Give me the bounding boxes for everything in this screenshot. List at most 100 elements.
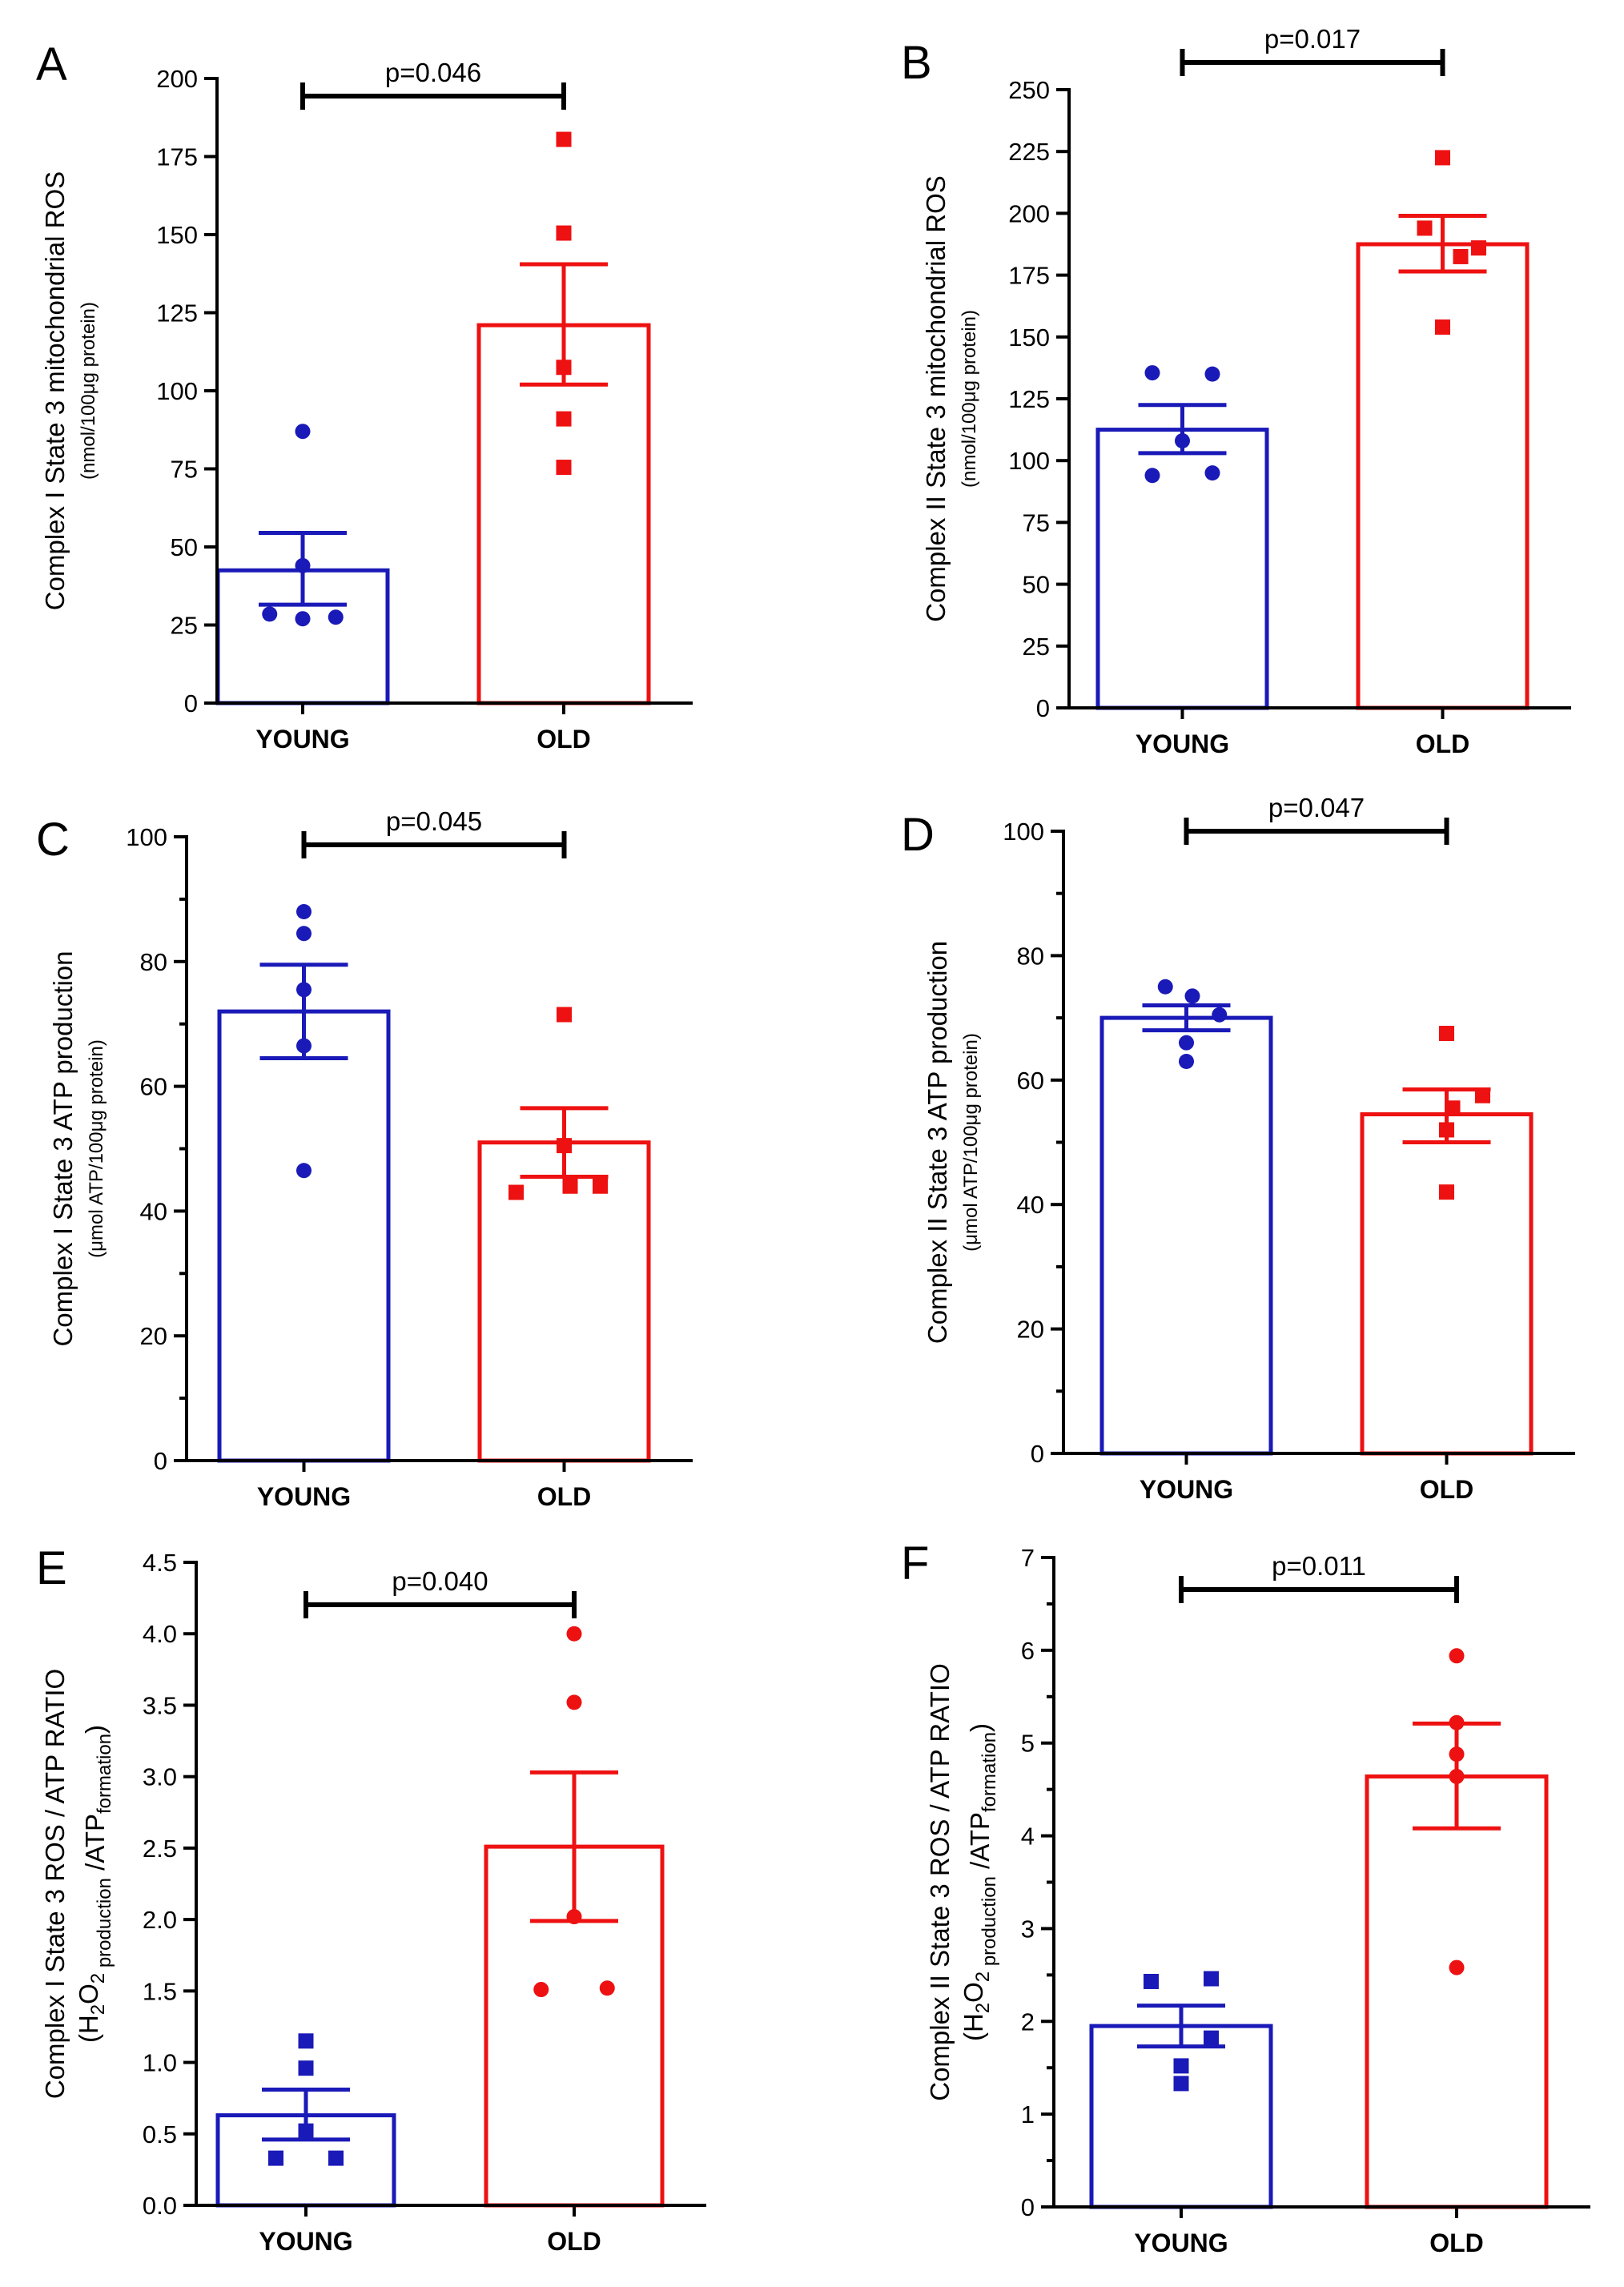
category-label: YOUNG bbox=[255, 725, 349, 754]
category-label: YOUNG bbox=[1140, 1475, 1233, 1504]
y-axis-units: (H2O2 production /ATPformation) bbox=[959, 1723, 1000, 2041]
y-tick-label: 250 bbox=[1008, 76, 1050, 104]
data-point bbox=[593, 1178, 608, 1194]
y-tick-label: 4.5 bbox=[143, 1549, 177, 1577]
y-tick-label: 0 bbox=[1036, 694, 1050, 722]
data-point bbox=[1417, 220, 1433, 236]
y-tick-label: 5 bbox=[1021, 1730, 1035, 1758]
y-tick-label: 100 bbox=[1003, 818, 1044, 846]
p-value-label: p=0.011 bbox=[1272, 1551, 1366, 1581]
y-tick-label: 200 bbox=[1008, 199, 1050, 227]
y-axis-units: (nmol/100μg protein) bbox=[78, 302, 99, 480]
data-point bbox=[1435, 150, 1450, 166]
y-tick-label: 75 bbox=[171, 456, 198, 484]
y-tick-label: 80 bbox=[1017, 942, 1044, 970]
y-tick-label: 200 bbox=[156, 65, 198, 93]
significance-bracket bbox=[1179, 1576, 1459, 1603]
significance-bracket bbox=[300, 82, 566, 110]
data-point bbox=[556, 460, 572, 476]
data-point bbox=[295, 424, 311, 440]
data-point bbox=[1157, 979, 1173, 995]
error-bar-young bbox=[1142, 1003, 1231, 1033]
y-tick-label: 3.5 bbox=[143, 1691, 177, 1719]
y-tick-label: 150 bbox=[1008, 324, 1050, 352]
data-point bbox=[298, 2060, 314, 2076]
y-tick-label: 0.5 bbox=[143, 2120, 177, 2148]
y-tick-label: 100 bbox=[1008, 447, 1050, 475]
data-point bbox=[556, 360, 572, 376]
y-tick-label: 1.0 bbox=[143, 2049, 177, 2077]
panel-d: D YOUNG OLD 0 20 40 60 80 100 Complex II State 3 … bbox=[901, 793, 1575, 1504]
data-point bbox=[268, 2150, 283, 2166]
data-point bbox=[1179, 1053, 1194, 1069]
data-point bbox=[1475, 1087, 1490, 1103]
bar-old bbox=[1360, 1112, 1534, 1456]
panel-letter: C bbox=[36, 814, 70, 866]
data-point bbox=[1204, 2030, 1219, 2046]
data-point bbox=[509, 1184, 524, 1200]
y-tick-label: 20 bbox=[140, 1322, 167, 1350]
y-tick-label: 80 bbox=[140, 948, 167, 976]
panel-letter: D bbox=[901, 809, 935, 861]
category-label: OLD bbox=[1416, 730, 1470, 758]
data-point bbox=[556, 225, 572, 241]
data-point bbox=[1175, 432, 1190, 448]
y-tick-label: 0.0 bbox=[143, 2192, 177, 2220]
significance-bracket bbox=[1180, 49, 1445, 76]
p-value-label: p=0.017 bbox=[1264, 24, 1361, 54]
data-point bbox=[557, 1007, 572, 1023]
data-point bbox=[295, 611, 311, 627]
data-point bbox=[298, 2033, 314, 2049]
data-point bbox=[1184, 988, 1200, 1004]
y-tick-label: 7 bbox=[1021, 1544, 1035, 1572]
panel-letter: B bbox=[901, 37, 932, 89]
y-axis-title: Complex II State 3 mitochondrial ROS bbox=[921, 175, 951, 622]
data-point bbox=[1144, 1973, 1159, 1989]
data-point bbox=[1439, 1122, 1454, 1138]
data-point bbox=[566, 1694, 582, 1710]
y-tick-label: 6 bbox=[1021, 1637, 1035, 1665]
y-tick-label: 2.5 bbox=[143, 1835, 177, 1863]
bar-young bbox=[1089, 2024, 1273, 2209]
data-point bbox=[1453, 248, 1469, 264]
data-point bbox=[566, 1909, 582, 1925]
y-tick-label: 175 bbox=[156, 143, 198, 171]
bar-old bbox=[1356, 242, 1530, 710]
panel-letter: E bbox=[36, 1542, 67, 1594]
data-point bbox=[599, 1980, 615, 1996]
data-point bbox=[1449, 1714, 1465, 1730]
p-value-label: p=0.040 bbox=[392, 1566, 488, 1596]
y-axis-units: (μmol ATP/100μg protein) bbox=[960, 1033, 982, 1252]
data-point bbox=[1449, 1648, 1465, 1664]
error-bar-old bbox=[1398, 213, 1487, 274]
p-value-label: p=0.047 bbox=[1268, 793, 1365, 822]
data-point bbox=[296, 926, 312, 942]
data-point bbox=[1439, 1184, 1454, 1200]
data-point bbox=[1449, 1959, 1465, 1976]
panel-e: E YOUNG OLD 0.0 0.5 1.0 1.5 2.0 2.5 3.0 3.5 4.0 4.5 C… bbox=[36, 1542, 706, 2256]
y-axis-units: (H2O2 production /ATPformation) bbox=[74, 1725, 115, 2043]
y-tick-label: 2.0 bbox=[143, 1906, 177, 1934]
y-tick-label: 175 bbox=[1008, 262, 1050, 290]
category-label: OLD bbox=[537, 1482, 592, 1511]
significance-bracket bbox=[1184, 818, 1449, 845]
bar-young bbox=[1099, 1015, 1273, 1456]
y-tick-label: 40 bbox=[1017, 1191, 1044, 1219]
significance-bracket bbox=[301, 831, 567, 858]
category-label: OLD bbox=[1429, 2229, 1484, 2257]
p-value-label: p=0.045 bbox=[386, 806, 482, 836]
y-tick-label: 1 bbox=[1021, 2100, 1035, 2128]
data-point bbox=[533, 1982, 549, 1998]
data-point bbox=[1179, 1035, 1194, 1051]
data-point bbox=[557, 1138, 572, 1154]
data-point bbox=[1439, 1026, 1454, 1042]
data-point bbox=[1212, 1007, 1228, 1023]
data-point bbox=[1204, 1971, 1219, 1987]
y-tick-label: 1.5 bbox=[143, 1977, 177, 2005]
y-tick-label: 0 bbox=[184, 689, 198, 717]
category-label: YOUNG bbox=[1136, 730, 1229, 758]
data-point bbox=[296, 1163, 312, 1179]
y-tick-label: 3 bbox=[1021, 1915, 1035, 1943]
bar-young bbox=[217, 1009, 391, 1463]
data-point bbox=[556, 131, 572, 147]
